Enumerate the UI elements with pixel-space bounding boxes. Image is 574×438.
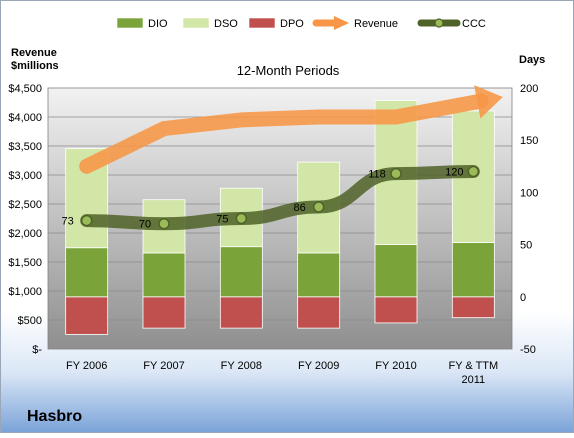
bar-dpo bbox=[142, 296, 186, 329]
ccc-point bbox=[235, 212, 248, 225]
y-tick-right: 200 bbox=[520, 83, 538, 95]
x-tick-label: FY 2006 bbox=[66, 360, 107, 372]
legend-label: DSO bbox=[214, 18, 238, 30]
legend-label: Revenue bbox=[354, 18, 398, 30]
y-tick-right: 0 bbox=[520, 292, 526, 304]
legend-item-dpo: DPO bbox=[248, 17, 304, 30]
legend-swatch-dio bbox=[116, 17, 144, 29]
y-tick-right: -50 bbox=[520, 344, 536, 356]
bar-dio bbox=[142, 252, 186, 298]
legend-item-dso: DSO bbox=[182, 17, 238, 30]
ccc-point bbox=[390, 167, 402, 180]
bar-dio bbox=[451, 242, 495, 298]
y-axis-label-left: Revenue $millions bbox=[11, 47, 59, 72]
legend-swatch-arrowhead bbox=[334, 16, 349, 30]
legend-label: CCC bbox=[462, 18, 486, 30]
ccc-data-label: 73 bbox=[62, 216, 74, 228]
ccc-point bbox=[158, 217, 170, 230]
ccc-point bbox=[80, 214, 93, 227]
revenue-arrowhead bbox=[474, 85, 503, 119]
x-tick-label: FY & TTM 2011 bbox=[448, 360, 498, 386]
x-tick-label: FY 2008 bbox=[221, 360, 262, 372]
y-tick-left: $2,000 bbox=[8, 228, 42, 240]
y-axis-label-right: Days bbox=[519, 54, 545, 66]
bar-dio bbox=[297, 252, 341, 298]
ccc-data-label: 86 bbox=[294, 202, 306, 214]
chart-title: 12-Month Periods bbox=[237, 63, 340, 78]
y-tick-left: $- bbox=[32, 344, 42, 356]
ccc-point bbox=[467, 165, 480, 178]
legend-item-revenue: Revenue bbox=[312, 16, 398, 30]
bar-dpo bbox=[65, 296, 109, 335]
bar-dio bbox=[374, 244, 418, 298]
legend-swatch-marker bbox=[434, 18, 444, 28]
legend-item-ccc: CCC bbox=[417, 18, 486, 30]
ccc-point bbox=[312, 201, 325, 213]
y-tick-left: $3,000 bbox=[8, 170, 42, 182]
bar-dpo bbox=[451, 296, 495, 319]
ccc-data-label: 70 bbox=[139, 219, 151, 231]
x-tick-label: FY 2007 bbox=[143, 360, 184, 372]
ccc-data-label: 118 bbox=[368, 169, 386, 181]
y-tick-left: $500 bbox=[18, 315, 42, 327]
legend-item-dio: DIO bbox=[116, 17, 168, 30]
y-tick-left: $4,000 bbox=[8, 112, 42, 124]
bar-dpo bbox=[374, 296, 418, 324]
bar-dio bbox=[219, 246, 263, 298]
x-tick-label: FY 2010 bbox=[375, 360, 416, 372]
bar-dpo bbox=[219, 296, 263, 329]
legend-swatch-dpo bbox=[248, 17, 276, 29]
ccc-data-label: 75 bbox=[216, 214, 228, 226]
y-tick-right: 50 bbox=[520, 240, 532, 252]
y-tick-right: 150 bbox=[520, 135, 538, 147]
ccc-data-label: 120 bbox=[445, 167, 463, 179]
legend-swatch-dso bbox=[182, 17, 210, 29]
legend-label: DIO bbox=[148, 18, 168, 30]
y-tick-left: $1,000 bbox=[8, 286, 42, 298]
y-tick-right: 100 bbox=[520, 187, 538, 199]
company-name: Hasbro bbox=[27, 408, 82, 425]
bar-dio bbox=[65, 247, 109, 298]
revenue-line bbox=[79, 93, 489, 174]
y-tick-left: $4,500 bbox=[8, 83, 42, 95]
y-tick-left: $2,500 bbox=[8, 199, 42, 211]
legend-label: DPO bbox=[280, 18, 304, 30]
y-tick-left: $3,500 bbox=[8, 141, 42, 153]
y-tick-left: $1,500 bbox=[8, 257, 42, 269]
x-tick-label: FY 2009 bbox=[298, 360, 339, 372]
bar-dpo bbox=[297, 296, 341, 329]
